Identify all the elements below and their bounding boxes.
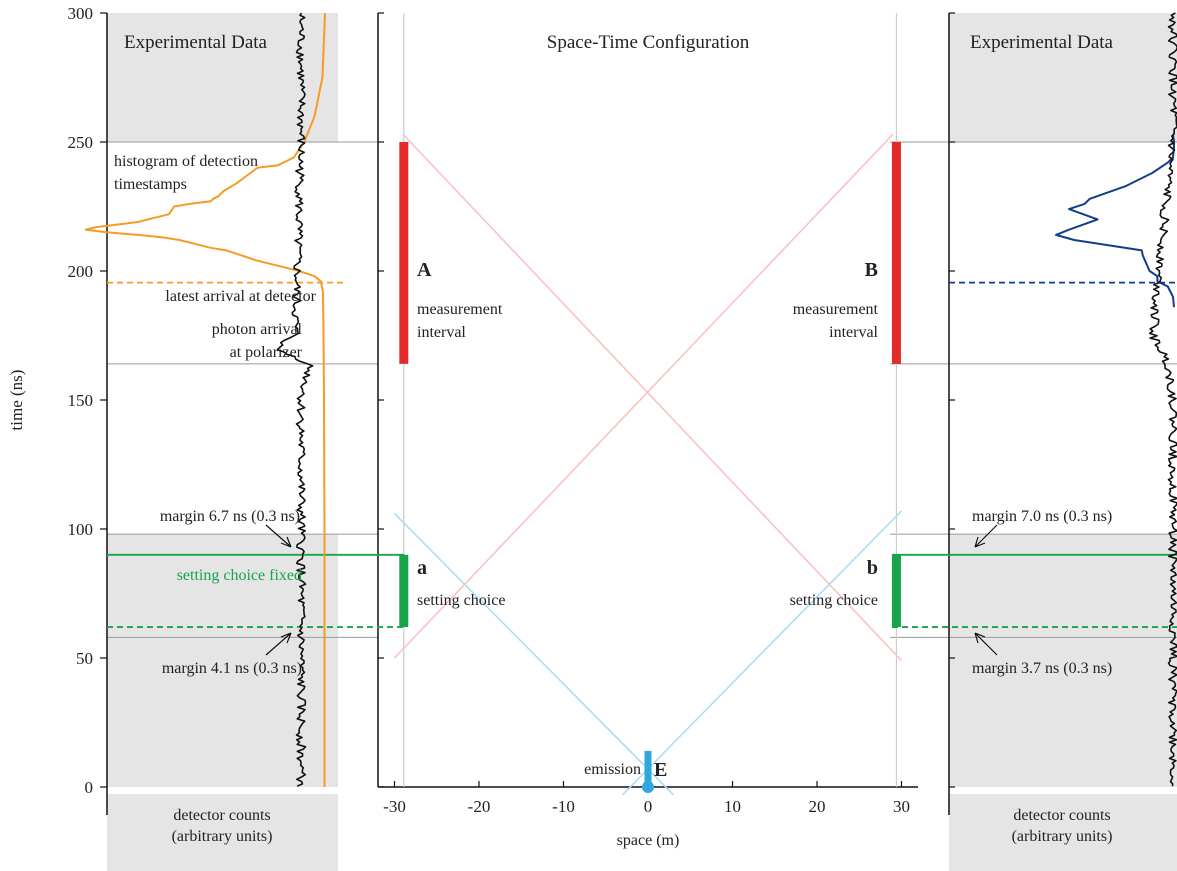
x-axis-label: space (m) (617, 832, 680, 849)
interval-caption-a: setting choice (417, 592, 505, 609)
left-xlabel-line2: (arbitrary units) (172, 828, 273, 845)
left-panel-title: Experimental Data (124, 32, 268, 53)
annotation-latest-arrival: latest arrival at detector (165, 288, 316, 305)
interval-bar-B (891, 142, 901, 364)
annotation-histogram-line2: timestamps (114, 176, 187, 193)
interval-label-A: A (417, 259, 432, 281)
y-tick-label: 300 (68, 4, 94, 23)
light-cone-line (393, 512, 674, 796)
annotation-setting-fixed: setting choice fixed (177, 567, 302, 584)
emission-caption: emission (584, 761, 641, 778)
annotation-margin-left-lower: margin 4.1 ns (0.3 ns) (162, 660, 302, 677)
interval-caption-B-line2: interval (829, 324, 878, 341)
right-shaded-region (949, 13, 1177, 142)
annotation-margin-left-upper: margin 6.7 ns (0.3 ns) (160, 508, 300, 525)
left-noise-trace (276, 12, 314, 787)
interval-caption-B-line1: measurement (793, 301, 879, 318)
center-panel-title: Space-Time Configuration (547, 32, 750, 53)
light-cone-line (393, 133, 894, 659)
right-noise-trace (1148, 12, 1177, 787)
interval-caption-b: setting choice (790, 592, 878, 609)
interval-bar-A (399, 142, 409, 364)
x-tick-label: 30 (893, 797, 910, 816)
x-tick-label: 20 (809, 797, 826, 816)
left-xlabel-line1: detector counts (173, 807, 270, 824)
right-xlabel-line1: detector counts (1013, 807, 1110, 824)
interval-label-B: B (865, 259, 878, 281)
x-tick-label: 10 (724, 797, 741, 816)
annotation-photon-arrival-line2: at polarizer (230, 344, 303, 361)
y-tick-label: 150 (68, 391, 94, 410)
light-cone-line (402, 133, 903, 662)
left-xlabel-box (107, 794, 338, 871)
x-tick-label: 0 (644, 797, 653, 816)
y-tick-label: 100 (68, 520, 94, 539)
right-histogram-line (1055, 134, 1175, 308)
interval-label-b: b (867, 557, 878, 579)
marks-layer: 0 50 100 150 200 250 300 -30 -20 -10 0 10 20 30 (68, 4, 1177, 816)
y-tick-label: 50 (76, 649, 93, 668)
y-tick-label: 250 (68, 133, 94, 152)
right-shaded-region (949, 534, 1177, 787)
right-xlabel-line2: (arbitrary units) (1012, 828, 1113, 845)
light-cone-line (622, 510, 903, 796)
interval-bar-E (644, 750, 652, 787)
y-tick-label: 0 (85, 778, 94, 797)
annotation-margin-right-upper: margin 7.0 ns (0.3 ns) (972, 508, 1112, 525)
y-tick-label: 200 (68, 262, 94, 281)
x-tick-label: -20 (468, 797, 491, 816)
interval-caption-A-line1: measurement (417, 301, 503, 318)
interval-caption-A-line2: interval (417, 324, 466, 341)
annotation-margin-right-lower: margin 3.7 ns (0.3 ns) (972, 660, 1112, 677)
x-tick-label: -30 (383, 797, 406, 816)
y-axis-label: time (ns) (7, 370, 26, 431)
interval-bar-b (891, 554, 901, 628)
right-panel-title: Experimental Data (970, 32, 1114, 53)
x-tick-label: -10 (552, 797, 575, 816)
right-xlabel-box (949, 794, 1177, 871)
lines-layer (100, 12, 1177, 815)
annotation-photon-arrival-line1: photon arrival (212, 321, 303, 338)
margin-arrows (265, 524, 998, 656)
left-histogram-line (84, 12, 326, 787)
interval-bar-a (399, 554, 409, 628)
emission-point (642, 781, 654, 793)
interval-label-a: a (417, 557, 427, 579)
emission-label-E: E (654, 759, 667, 781)
annotation-histogram-line1: histogram of detection (114, 153, 258, 170)
